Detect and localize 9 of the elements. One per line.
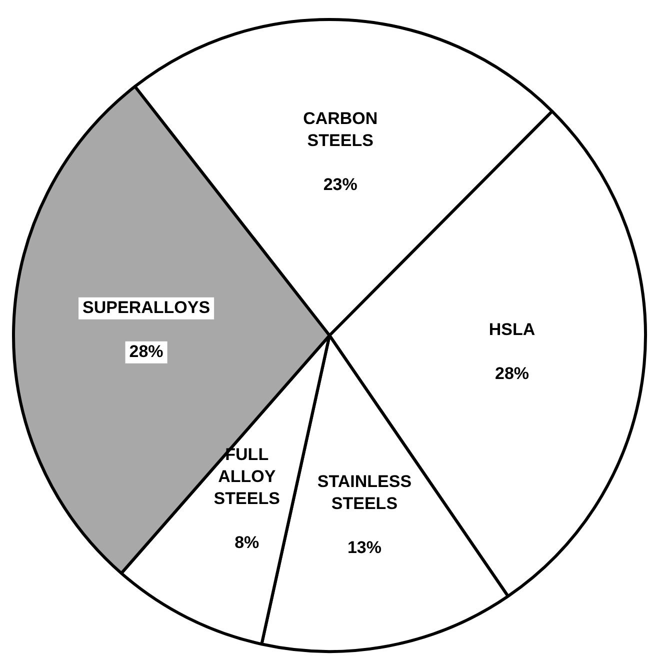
data-label: 23%: [323, 175, 358, 194]
slice-label: HSLA: [488, 320, 536, 339]
data-label: 8%: [234, 532, 260, 552]
data-label: 13%: [347, 538, 382, 558]
data-label: 28%: [129, 342, 164, 362]
data-label: 28%: [495, 364, 530, 383]
slice-label: CARBON STEELS: [303, 109, 378, 150]
slice-label: STAINLESS STEELS: [317, 472, 412, 514]
slice-label: SUPERALLOYS: [82, 298, 210, 318]
